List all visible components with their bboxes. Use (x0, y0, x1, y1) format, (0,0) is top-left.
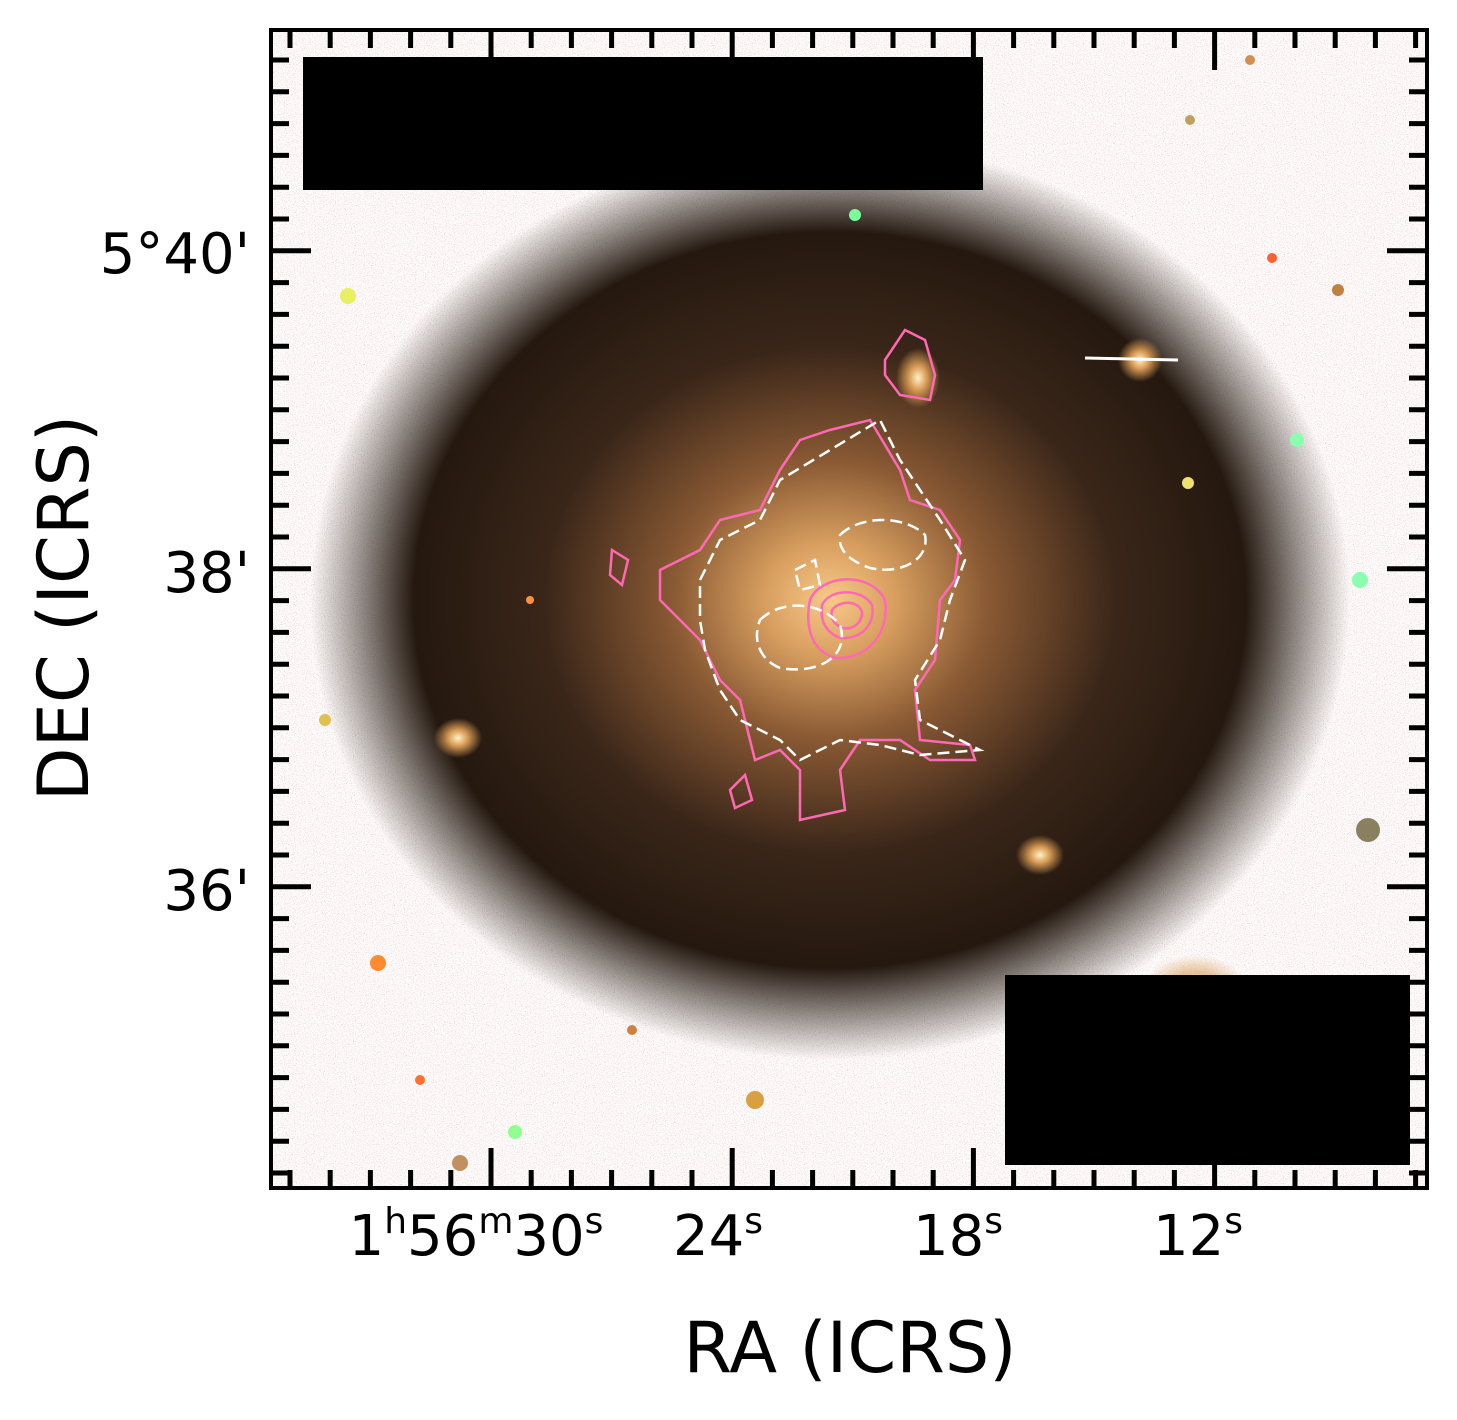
object-title: NGC0741_11.6 (372, 78, 911, 162)
contours-solid (608, 328, 977, 822)
x-tick-label-3: 12s (1153, 1201, 1243, 1269)
companion-galaxy-2 (1016, 835, 1064, 875)
sky-image (271, 30, 1427, 1188)
legend-peak-symbol: R (1022, 999, 1050, 1045)
legend-edge-sup: s (1050, 1082, 1064, 1112)
legend-edge-symbol: R (1022, 1089, 1050, 1135)
contours-dashed (698, 418, 985, 762)
legend-edge-sub: edge (1049, 1114, 1124, 1149)
companion-galaxy-3 (434, 718, 482, 758)
legend-peak-sup: x (1049, 992, 1066, 1022)
legend-peak-entry: Rx peak: 12.1 kpc (1022, 992, 1329, 1059)
y-tick-label-1: 38' (163, 541, 250, 606)
legend-edge-value: : 48.3 kpc (1130, 1089, 1329, 1135)
legend-peak-value: : 12.1 kpc (1130, 999, 1329, 1045)
y-axis-label: DEC (ICRS) (23, 415, 105, 801)
y-tick-label-0: 5°40' (100, 222, 250, 287)
object-title-box: NGC0741_11.6 (303, 57, 983, 190)
galaxy-halo (310, 140, 1350, 1060)
legend-edge-entry: Rs edge: 48.3 kpc (1022, 1082, 1329, 1149)
companion-galaxy-1 (896, 348, 940, 408)
axis-ticks (271, 30, 1427, 1188)
star-diffraction-spike (1084, 356, 1179, 362)
radius-legend-box: Rx peak: 12.1 kpc Rs edge: 48.3 kpc (1005, 975, 1410, 1165)
x-tick-label-1: 24s (673, 1201, 763, 1269)
x-axis-label: RA (ICRS) (683, 1307, 1016, 1389)
plot-frame (269, 28, 1429, 1190)
x-tick-label-0: 1h56m30s (349, 1201, 604, 1269)
background-stars (319, 55, 1380, 1171)
x-tick-label-2: 18s (913, 1201, 1003, 1269)
y-tick-label-2: 36' (163, 859, 250, 924)
legend-peak-sub: peak (1051, 1024, 1125, 1059)
